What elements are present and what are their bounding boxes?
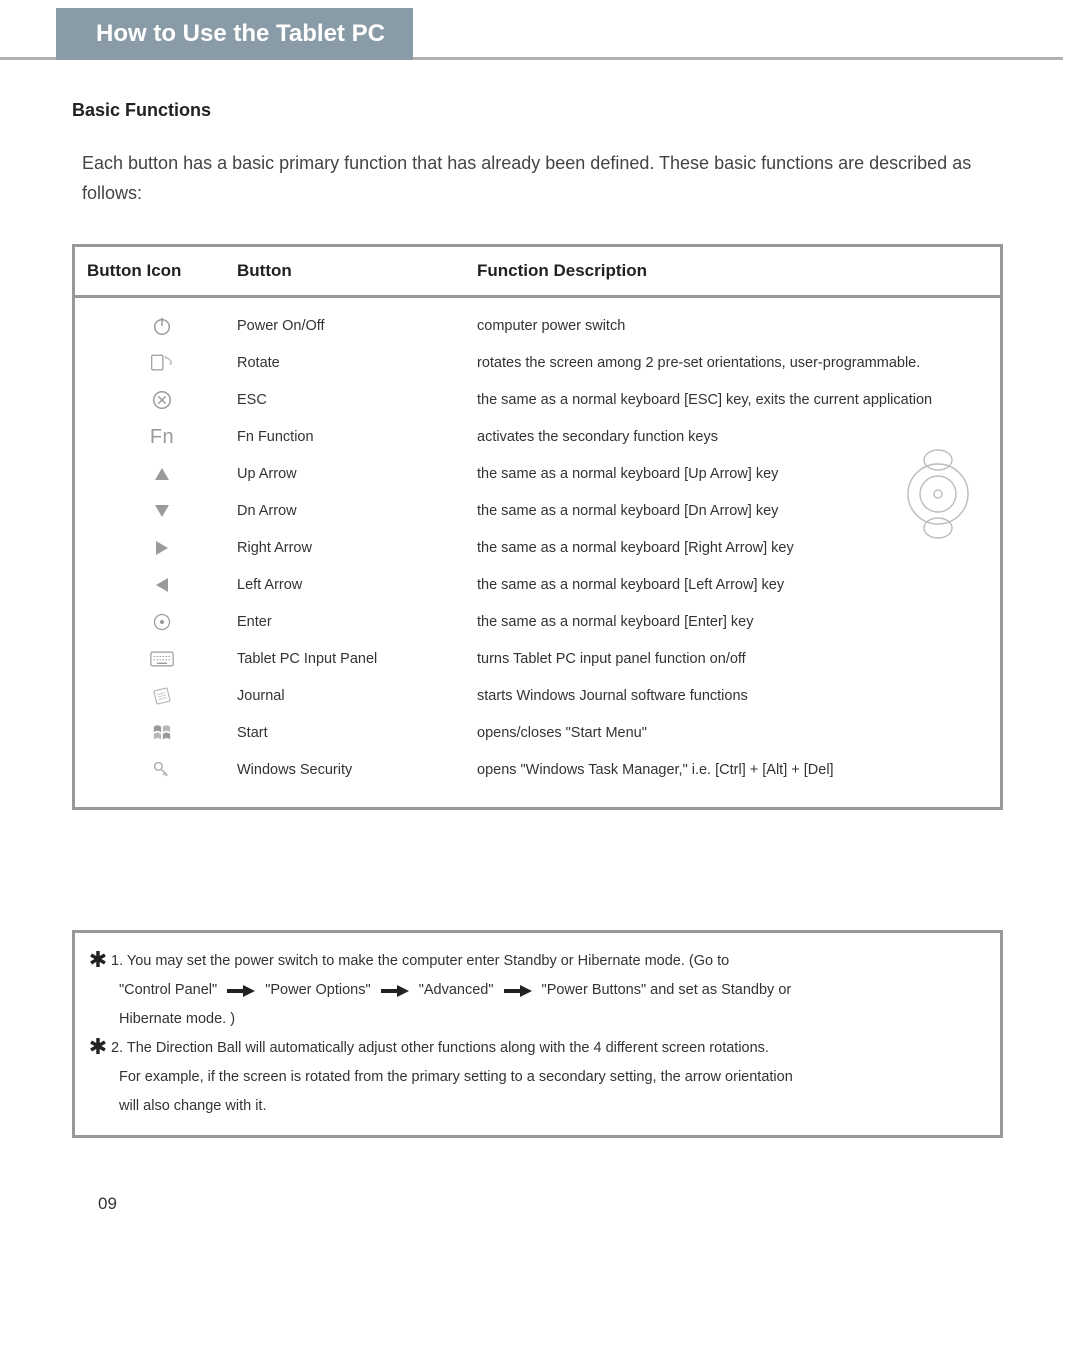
cell-button: Rotate: [237, 349, 467, 378]
cell-button: Journal: [237, 682, 467, 711]
cell-desc: starts Windows Journal software function…: [467, 682, 988, 711]
table-row: Up Arrow the same as a normal keyboard […: [75, 456, 1000, 493]
start-icon: [87, 719, 237, 747]
asterisk-icon: ✱: [85, 1034, 111, 1121]
th-icon: Button Icon: [87, 261, 237, 281]
note-text: will also change with it.: [111, 1098, 267, 1114]
cell-button: Left Arrow: [237, 571, 467, 600]
cell-button: Up Arrow: [237, 460, 467, 489]
note-body: 2. The Direction Ball will automatically…: [111, 1034, 990, 1121]
table-row: Power On/Off computer power switch: [75, 308, 1000, 345]
asterisk-icon: ✱: [85, 947, 111, 1034]
table-row: Start opens/closes "Start Menu": [75, 715, 1000, 752]
note-text: 2. The Direction Ball will automatically…: [111, 1040, 769, 1056]
table-header-row: Button Icon Button Function Description: [75, 247, 1000, 298]
right-arrow-icon: [87, 534, 237, 562]
journal-icon: [87, 682, 237, 710]
cell-button: Right Arrow: [237, 534, 467, 563]
note-body: 1. You may set the power switch to make …: [111, 947, 990, 1034]
table-row: Tablet PC Input Panel turns Tablet PC in…: [75, 641, 1000, 678]
page-header: How to Use the Tablet PC: [0, 8, 1075, 60]
note-text: "Advanced": [419, 982, 494, 998]
table-row: Fn Fn Function activates the secondary f…: [75, 419, 1000, 456]
note-text: Hibernate mode. ): [111, 1011, 235, 1027]
rotate-icon: [87, 349, 237, 377]
note-text: For example, if the screen is rotated fr…: [111, 1069, 793, 1085]
cell-desc: the same as a normal keyboard [ESC] key,…: [467, 386, 988, 415]
note-1: ✱ 1. You may set the power switch to mak…: [85, 947, 990, 1034]
cell-desc: opens/closes "Start Menu": [467, 719, 988, 748]
table-row: Dn Arrow the same as a normal keyboard […: [75, 493, 1000, 530]
cell-button: Fn Function: [237, 423, 467, 452]
intro-text: Each button has a basic primary function…: [72, 149, 1003, 208]
cell-desc: turns Tablet PC input panel function on/…: [467, 645, 988, 674]
cell-button: Tablet PC Input Panel: [237, 645, 467, 674]
note-text: "Control Panel": [119, 982, 217, 998]
note-text: "Power Options": [265, 982, 370, 998]
fn-icon: Fn: [87, 423, 237, 451]
notes-box: ✱ 1. You may set the power switch to mak…: [72, 930, 1003, 1138]
header-title: How to Use the Tablet PC: [56, 8, 413, 60]
table-row: Rotate rotates the screen among 2 pre-se…: [75, 345, 1000, 382]
arrow-right-icon: [227, 985, 255, 997]
up-arrow-icon: [87, 460, 237, 488]
cell-button: Enter: [237, 608, 467, 637]
cell-button: Start: [237, 719, 467, 748]
content-area: Basic Functions Each button has a basic …: [0, 60, 1075, 810]
down-arrow-icon: [87, 497, 237, 525]
table-row: ESC the same as a normal keyboard [ESC] …: [75, 382, 1000, 419]
table-row: Enter the same as a normal keyboard [Ent…: [75, 604, 1000, 641]
note-text: "Power Buttons" and set as Standby or: [542, 982, 792, 998]
functions-table: Button Icon Button Function Description …: [72, 244, 1003, 810]
power-icon: [87, 312, 237, 340]
table-row: Right Arrow the same as a normal keyboar…: [75, 530, 1000, 567]
table-row: Journal starts Windows Journal software …: [75, 678, 1000, 715]
th-desc: Function Description: [467, 261, 988, 281]
direction-ball-illustration: [898, 448, 978, 540]
input-panel-icon: [87, 645, 237, 673]
note-text: 1. You may set the power switch to make …: [111, 953, 729, 969]
page-number: 09: [98, 1194, 1075, 1214]
table-body: Power On/Off computer power switch Rotat…: [75, 298, 1000, 807]
security-key-icon: [87, 756, 237, 784]
cell-button: Dn Arrow: [237, 497, 467, 526]
cell-desc: the same as a normal keyboard [Enter] ke…: [467, 608, 988, 637]
table-row: Left Arrow the same as a normal keyboard…: [75, 567, 1000, 604]
left-arrow-icon: [87, 571, 237, 599]
cell-desc: opens "Windows Task Manager," i.e. [Ctrl…: [467, 756, 988, 785]
cell-button: Power On/Off: [237, 312, 467, 341]
cell-button: ESC: [237, 386, 467, 415]
cell-desc: computer power switch: [467, 312, 988, 341]
arrow-right-icon: [504, 985, 532, 997]
arrow-right-icon: [381, 985, 409, 997]
table-row: Windows Security opens "Windows Task Man…: [75, 752, 1000, 789]
th-button: Button: [237, 261, 467, 281]
cell-desc: rotates the screen among 2 pre-set orien…: [467, 349, 988, 378]
enter-icon: [87, 608, 237, 636]
cell-button: Windows Security: [237, 756, 467, 785]
cell-desc: the same as a normal keyboard [Left Arro…: [467, 571, 988, 600]
note-2: ✱ 2. The Direction Ball will automatical…: [85, 1034, 990, 1121]
esc-icon: [87, 386, 237, 414]
section-title: Basic Functions: [72, 100, 1003, 121]
